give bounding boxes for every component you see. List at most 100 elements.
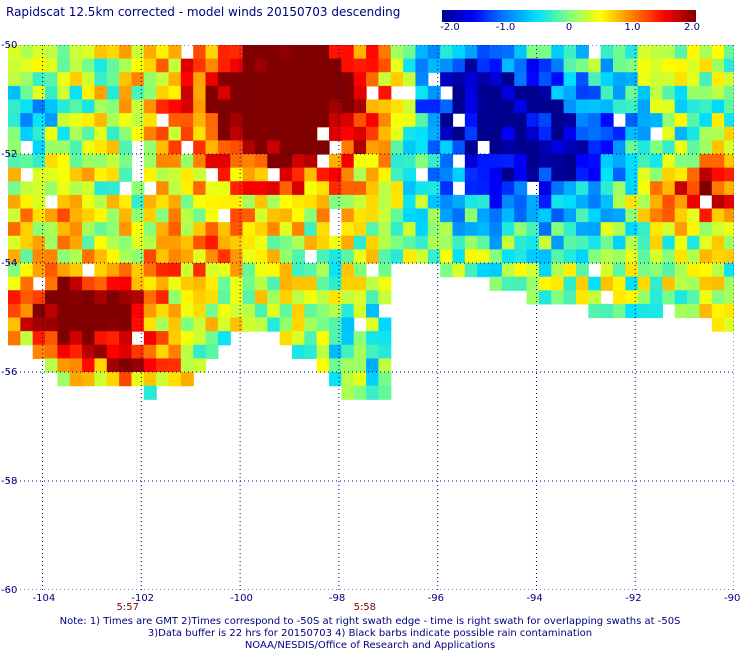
wind-cell <box>217 45 231 60</box>
wind-cell <box>366 194 380 210</box>
wind-cell <box>119 154 133 169</box>
wind-cell <box>8 303 21 319</box>
wind-cell <box>464 85 478 101</box>
wind-cell <box>106 85 120 101</box>
wind-cell <box>94 154 108 169</box>
wind-cell <box>45 317 58 332</box>
wind-cell <box>205 181 219 196</box>
wind-cell <box>501 113 515 128</box>
wind-cell <box>588 126 602 141</box>
wind-cell <box>514 126 528 141</box>
wind-cell <box>575 113 589 128</box>
wind-cell <box>588 303 602 319</box>
wind-cell <box>489 181 503 196</box>
wind-cell <box>687 181 701 196</box>
wind-cell <box>193 331 207 346</box>
wind-cell <box>440 194 454 210</box>
wind-cell <box>82 154 96 169</box>
wind-cell <box>94 208 108 223</box>
wind-cell <box>106 235 120 250</box>
wind-cell <box>94 140 108 155</box>
wind-cell <box>403 99 417 114</box>
wind-cell <box>662 167 676 182</box>
wind-cell <box>304 317 318 332</box>
wind-cell <box>242 235 256 250</box>
wind-cell <box>526 290 540 305</box>
wind-cell <box>650 263 663 278</box>
wind-cell <box>131 85 145 101</box>
wind-cell <box>650 45 663 60</box>
wind-cell <box>180 99 194 114</box>
wind-cell <box>143 385 157 400</box>
wind-cell <box>69 303 83 319</box>
wind-cell <box>267 249 281 264</box>
wind-cell <box>57 358 71 373</box>
wind-cell <box>291 290 305 305</box>
wind-cell <box>625 222 639 237</box>
wind-cell <box>674 113 688 128</box>
wind-cell <box>600 235 614 250</box>
wind-cell <box>662 263 676 278</box>
wind-cell <box>440 222 454 237</box>
wind-cell <box>711 113 725 128</box>
wind-cell <box>526 276 540 291</box>
wind-cell <box>353 358 367 373</box>
wind-cell <box>464 222 478 237</box>
wind-cell <box>674 99 688 114</box>
wind-cell <box>291 126 305 141</box>
wind-cell <box>291 317 305 332</box>
wind-cell <box>193 58 207 73</box>
wind-cell <box>625 276 639 291</box>
wind-cell <box>205 235 219 250</box>
wind-cell <box>600 126 614 141</box>
wind-cell <box>267 140 281 155</box>
wind-cell <box>403 249 417 264</box>
wind-cell <box>230 58 244 73</box>
wind-cell <box>32 167 46 182</box>
wind-cell <box>378 181 392 196</box>
wind-cell <box>699 126 713 141</box>
wind-cell <box>366 181 380 196</box>
wind-cell <box>94 126 108 141</box>
wind-cell <box>563 113 577 128</box>
wind-cell <box>662 58 676 73</box>
wind-cell <box>32 85 46 101</box>
wind-cell <box>45 358 58 373</box>
wind-cell <box>131 317 145 332</box>
wind-cell <box>588 85 602 101</box>
wind-cell <box>205 45 219 60</box>
wind-cell <box>687 45 701 60</box>
wind-cell <box>57 208 71 223</box>
wind-cell <box>279 58 293 73</box>
wind-cell <box>82 344 96 359</box>
wind-cell <box>267 208 281 223</box>
wind-cell <box>501 222 515 237</box>
wind-cell <box>156 167 170 182</box>
wind-cell <box>427 113 441 128</box>
wind-cell <box>32 126 46 141</box>
wind-cell <box>378 85 392 101</box>
wind-cell <box>217 181 231 196</box>
wind-cell <box>637 249 651 264</box>
wind-cell <box>279 85 293 101</box>
wind-cell <box>563 276 577 291</box>
wind-cell <box>193 72 207 87</box>
wind-cell <box>94 331 108 346</box>
wind-cell <box>193 167 207 182</box>
wind-cell <box>57 45 71 60</box>
wind-cell <box>20 58 34 73</box>
wind-cell <box>94 358 108 373</box>
wind-cell <box>143 126 157 141</box>
wind-cell <box>8 72 21 87</box>
wind-difference-map <box>8 45 734 590</box>
wind-cell <box>551 263 565 278</box>
wind-cell <box>563 85 577 101</box>
wind-cell <box>168 358 182 373</box>
wind-cell <box>724 290 734 305</box>
wind-cell <box>156 154 170 169</box>
wind-cell <box>600 99 614 114</box>
wind-cell <box>551 208 565 223</box>
wind-cell <box>613 99 626 114</box>
wind-cell <box>440 181 454 196</box>
wind-cell <box>119 331 133 346</box>
